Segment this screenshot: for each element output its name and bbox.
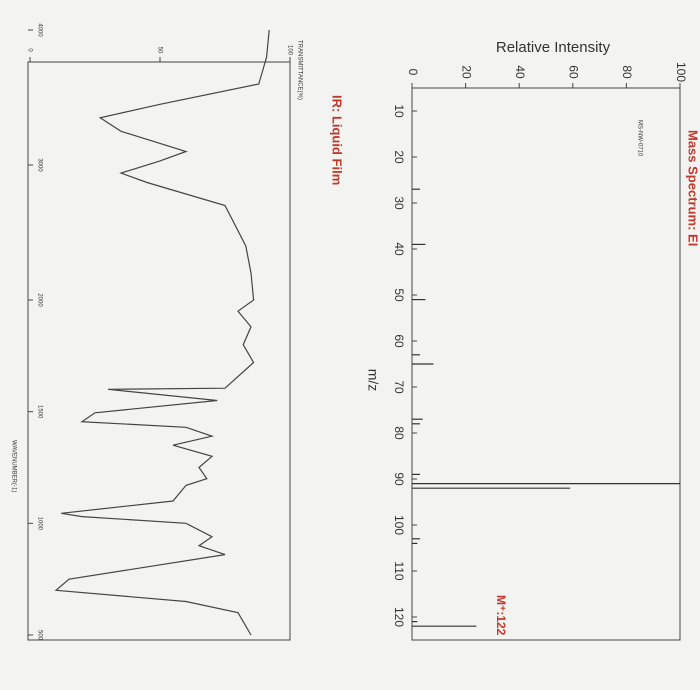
x-tick-label: 20: [392, 150, 406, 164]
y-axis-label: Relative Intensity: [496, 39, 611, 56]
ir-x-label: WAVENUMBER(-1): [10, 440, 16, 492]
spectrum: [54, 29, 270, 636]
x-tick-label: 10: [392, 104, 406, 118]
x-tick-label: 30: [392, 196, 406, 210]
y-tick-label: 0: [406, 69, 420, 76]
ir-x-tick-label: 1500: [36, 405, 42, 419]
x-tick-label: 80: [392, 426, 406, 440]
x-tick-label: 100: [392, 515, 406, 535]
ms-title: Mass Spectrum: EI: [686, 130, 700, 246]
y-tick-label: 20: [459, 65, 473, 79]
x-tick-label: 110: [392, 561, 406, 580]
ir-x-tick-label: 3000: [36, 158, 42, 172]
ir-x-tick-label: 2000: [36, 293, 42, 307]
ir-y-tick-label: 50: [156, 47, 162, 54]
annotation: M⁺:122: [494, 595, 508, 636]
y-tick-label: 100: [674, 62, 688, 82]
ir-x-tick-label: 4000: [36, 23, 42, 37]
x-tick-label: 40: [392, 242, 406, 256]
y-tick-label: 60: [567, 65, 581, 79]
ir-y-label: TRANSMITTANCE(%): [296, 40, 302, 100]
x-tick-label: 50: [392, 288, 406, 302]
ir-title: IR: Liquid Film: [330, 95, 345, 185]
y-tick-label: 40: [513, 65, 527, 79]
ir-x-tick-label: 500: [36, 630, 42, 641]
y-tick-label: 80: [620, 65, 634, 79]
x-tick-label: 70: [392, 380, 406, 394]
ir-x-tick-label: 1000: [36, 517, 42, 531]
ir-y-tick-label: 100: [286, 45, 292, 56]
x-tick-label: 120: [392, 607, 406, 627]
x-tick-label: 60: [392, 334, 406, 348]
x-axis-label: m/z: [365, 369, 381, 392]
ms-code: MS-NW-0710: [636, 120, 642, 157]
ir-frame: [27, 61, 291, 641]
x-tick-label: 90: [392, 472, 406, 486]
ir-y-tick-label: 0: [26, 48, 32, 52]
